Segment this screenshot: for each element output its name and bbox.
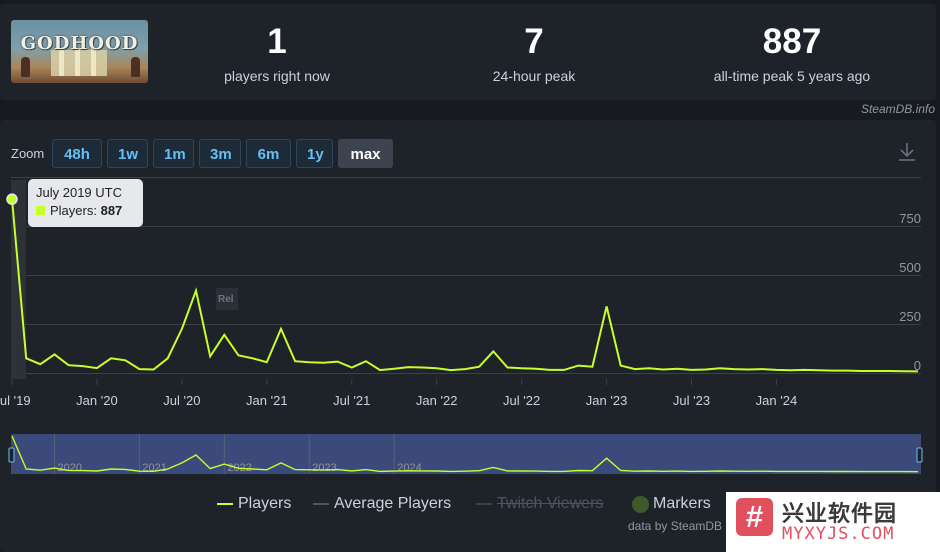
watermark-url: MYXYJS.COM: [782, 524, 895, 544]
game-logo[interactable]: GODHOOD: [11, 20, 148, 83]
zoom-3m-button[interactable]: 3m: [199, 139, 241, 168]
source-credit[interactable]: SteamDB.info: [860, 102, 935, 116]
watermark-chinese: 兴业软件园: [782, 501, 898, 526]
chart-panel: [0, 120, 936, 552]
tooltip-value: 887: [100, 203, 123, 218]
x-tick-label: Jul '20: [163, 393, 200, 408]
x-tick-label: Jan '21: [246, 393, 288, 408]
tooltip-series-label: Players:: [50, 203, 97, 218]
legend-label: Average Players: [334, 495, 452, 512]
logo-pillar: [91, 48, 96, 76]
navigator-series-line: [11, 435, 919, 473]
x-tick-label: Jul '23: [673, 393, 710, 408]
y-axis-ticks: 0 250 500 750: [899, 211, 921, 373]
legend-label: Markers: [653, 495, 711, 512]
x-axis-ticks: Jul '19 Jan '20 Jul '20 Jan '21 Jul '21 Jan '…: [0, 379, 797, 408]
stat-value: 1: [267, 22, 287, 61]
stat-label: all-time peak 5 years ago: [713, 68, 871, 84]
legend-label: Players: [238, 495, 292, 512]
logo-figure: [21, 57, 30, 77]
chart-gridlines: [11, 177, 921, 374]
release-marker-label: Rel: [218, 294, 234, 305]
x-tick-label: Jul '19: [0, 393, 31, 408]
x-tick-label: Jan '23: [586, 393, 628, 408]
x-tick-label: Jan '22: [416, 393, 458, 408]
legend-swatch: [217, 503, 233, 505]
stat-value: 887: [762, 22, 822, 61]
stat-all-time-peak: 887 all-time peak 5 years ago: [672, 22, 912, 84]
x-tick-label: Jul '21: [333, 393, 370, 408]
stat-24h-peak: 7 24-hour peak: [414, 22, 654, 84]
logo-pillar: [59, 48, 64, 76]
y-tick-label: 250: [899, 309, 921, 324]
series-color-dot: [36, 206, 45, 215]
navigator-left-handle[interactable]: [8, 447, 15, 463]
data-credit[interactable]: data by SteamDB: [628, 519, 723, 533]
stat-label: 24-hour peak: [492, 68, 576, 84]
stats-header: GODHOOD 1 players right now 7 24-hour pe…: [0, 4, 936, 100]
tooltip-date: July 2019 UTC: [36, 185, 122, 200]
legend-marker-icon: [632, 496, 649, 513]
zoom-6m-button[interactable]: 6m: [246, 139, 291, 168]
navigator-label: 2021: [142, 462, 166, 474]
zoom-1m-button[interactable]: 1m: [153, 139, 194, 168]
zoom-1w-button[interactable]: 1w: [107, 139, 148, 168]
y-tick-label: 750: [899, 211, 921, 226]
zoom-max-button[interactable]: max: [338, 139, 393, 168]
navigator-right-handle[interactable]: [916, 447, 923, 463]
players-series-line: [11, 199, 919, 373]
navigator-selection[interactable]: [11, 434, 921, 474]
zoom-48h-button[interactable]: 48h: [52, 139, 102, 168]
x-tick-label: Jul '22: [503, 393, 540, 408]
release-marker-box[interactable]: [216, 288, 238, 310]
navigator-label: 2020: [57, 462, 81, 474]
zoom-1y-button[interactable]: 1y: [296, 139, 333, 168]
logo-text: GODHOOD: [20, 33, 139, 54]
player-count-chart[interactable]: Rel 0 250 500 750 Jul '19 Jan '20 Jul '20 Jan …: [0, 170, 940, 480]
zoom-label: Zoom: [11, 146, 45, 161]
tooltip-value-row: Players: 887: [36, 202, 135, 220]
stat-label: players right now: [224, 68, 330, 84]
x-tick-label: Jan '24: [756, 393, 798, 408]
watermark-hash-icon: #: [736, 498, 773, 536]
navigator-label: 2023: [312, 462, 336, 474]
legend-label: Twitch Viewers: [497, 495, 604, 512]
download-icon[interactable]: [897, 141, 917, 163]
hover-point-marker[interactable]: [6, 193, 18, 205]
navigator-label: 2024: [397, 462, 421, 474]
logo-pillar: [75, 48, 80, 76]
y-tick-label: 500: [899, 260, 921, 275]
stat-value: 7: [524, 22, 544, 61]
logo-figure: [131, 57, 140, 77]
x-tick-label: Jan '20: [76, 393, 118, 408]
legend-swatch: [313, 503, 329, 505]
stat-current-players: 1 players right now: [157, 22, 397, 84]
chart-tooltip: July 2019 UTC Players: 887: [28, 179, 143, 227]
legend-swatch: [476, 503, 492, 505]
y-tick-label: 0: [914, 358, 921, 373]
watermark: # 兴业软件园 MYXYJS.COM: [726, 492, 940, 552]
